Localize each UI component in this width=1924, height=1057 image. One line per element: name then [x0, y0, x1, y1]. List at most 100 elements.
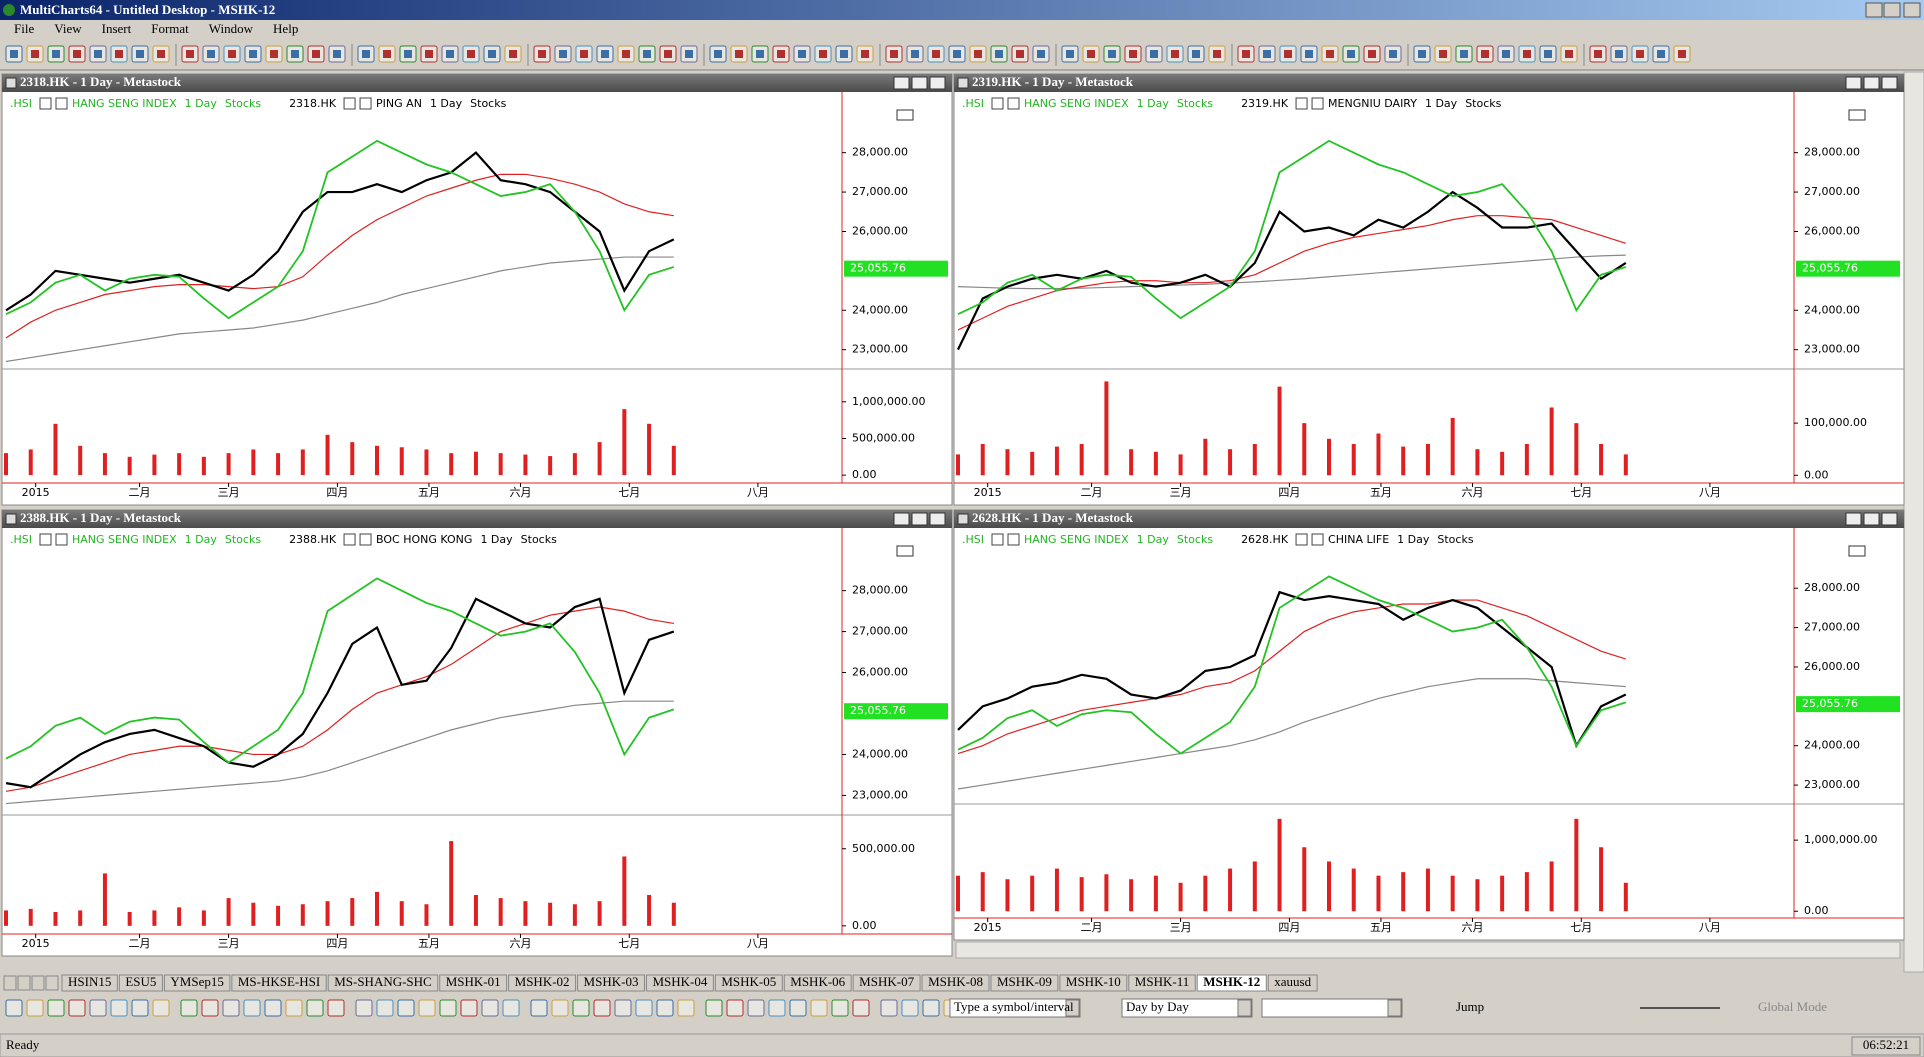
tab[interactable]	[577, 974, 645, 992]
panel-menu-icon[interactable]	[1848, 545, 1866, 557]
tab[interactable]	[61, 974, 118, 992]
tab-label[interactable]: MSHK-01	[446, 974, 501, 989]
tool-button[interactable]	[593, 999, 611, 1017]
legend-button[interactable]	[359, 533, 372, 546]
legend-button[interactable]	[1007, 533, 1020, 546]
legend-button[interactable]	[1295, 97, 1308, 110]
panel-button[interactable]	[911, 76, 928, 90]
tool-button[interactable]	[831, 999, 849, 1017]
tool-button[interactable]	[614, 999, 632, 1017]
jump-button[interactable]: Jump	[1456, 999, 1484, 1014]
panel-button[interactable]	[893, 76, 910, 90]
tool-button[interactable]	[810, 999, 828, 1017]
tool-button[interactable]	[530, 999, 548, 1017]
tool-button[interactable]	[306, 999, 324, 1017]
tool-button[interactable]	[551, 999, 569, 1017]
tool-button[interactable]	[789, 999, 807, 1017]
mode-select-text[interactable]: Day by Day	[1126, 999, 1189, 1014]
panel-button[interactable]	[911, 512, 928, 526]
panel-button[interactable]	[1863, 76, 1880, 90]
legend-button[interactable]	[343, 97, 356, 110]
menu-item[interactable]: Help	[273, 21, 298, 36]
tab[interactable]	[439, 974, 508, 992]
menu-item[interactable]: View	[54, 21, 82, 36]
tab-label[interactable]: MS-SHANG-SHC	[334, 974, 432, 989]
tool-button[interactable]	[152, 999, 170, 1017]
tool-button[interactable]	[481, 999, 499, 1017]
tab[interactable]	[714, 974, 783, 992]
tool-button[interactable]	[439, 999, 457, 1017]
tab-label[interactable]: xauusd	[1274, 974, 1311, 989]
tool-button[interactable]	[726, 999, 744, 1017]
legend-button[interactable]	[55, 533, 68, 546]
panel-button[interactable]	[1845, 512, 1862, 526]
mode-select[interactable]	[1121, 998, 1253, 1018]
dropdown-arrow[interactable]	[1065, 999, 1080, 1017]
tool-button[interactable]	[89, 999, 107, 1017]
tool-button[interactable]	[264, 999, 282, 1017]
panel-button[interactable]	[1845, 76, 1862, 90]
legend-button[interactable]	[991, 533, 1004, 546]
maximize-button[interactable]	[1883, 2, 1901, 18]
tab-label[interactable]: MSHK-09	[997, 974, 1052, 989]
tool-button[interactable]	[222, 999, 240, 1017]
menu-item[interactable]: Window	[209, 21, 254, 36]
tab-nav-button[interactable]	[17, 975, 31, 991]
tool-button[interactable]	[376, 999, 394, 1017]
tab-label[interactable]: MSHK-07	[859, 974, 914, 989]
tool-button[interactable]	[131, 999, 149, 1017]
tab[interactable]	[783, 974, 852, 992]
close-button[interactable]	[1903, 2, 1921, 18]
panel-button[interactable]	[893, 512, 910, 526]
tool-button[interactable]	[922, 999, 940, 1017]
tool-button[interactable]	[26, 999, 44, 1017]
tab-label[interactable]: MSHK-02	[515, 974, 570, 989]
tool-button[interactable]	[5, 999, 23, 1017]
tool-button[interactable]	[110, 999, 128, 1017]
tab[interactable]	[1059, 974, 1128, 992]
symbol-input[interactable]	[949, 998, 1081, 1018]
legend-button[interactable]	[39, 533, 52, 546]
legend-button[interactable]	[1007, 97, 1020, 110]
tool-button[interactable]	[635, 999, 653, 1017]
panel-button[interactable]	[1881, 76, 1898, 90]
tab[interactable]	[1267, 974, 1318, 992]
tab-label[interactable]: MSHK-08	[928, 974, 983, 989]
tab[interactable]	[1196, 974, 1267, 992]
tab-label[interactable]: MSHK-05	[721, 974, 776, 989]
tool-button[interactable]	[68, 999, 86, 1017]
tool-button[interactable]	[901, 999, 919, 1017]
tool-button[interactable]	[502, 999, 520, 1017]
panel-menu-icon[interactable]	[896, 109, 914, 121]
dropdown-arrow[interactable]	[1237, 999, 1252, 1017]
tab[interactable]	[921, 974, 990, 992]
legend-button[interactable]	[55, 97, 68, 110]
legend-button[interactable]	[1311, 533, 1324, 546]
menu-item[interactable]: Insert	[102, 21, 132, 36]
tool-button[interactable]	[705, 999, 723, 1017]
legend-button[interactable]	[343, 533, 356, 546]
tab[interactable]	[118, 974, 163, 992]
legend-button[interactable]	[1311, 97, 1324, 110]
tool-button[interactable]	[768, 999, 786, 1017]
panel-button[interactable]	[929, 76, 946, 90]
tab-nav-button[interactable]	[31, 975, 45, 991]
legend-button[interactable]	[1295, 533, 1308, 546]
tab[interactable]	[645, 974, 714, 992]
tool-button[interactable]	[355, 999, 373, 1017]
tab-label[interactable]: ESU5	[125, 974, 156, 989]
tool-button[interactable]	[880, 999, 898, 1017]
tab[interactable]	[327, 974, 439, 992]
tab-label[interactable]: MSHK-10	[1066, 974, 1121, 989]
tool-button[interactable]	[201, 999, 219, 1017]
legend-button[interactable]	[39, 97, 52, 110]
tool-button[interactable]	[418, 999, 436, 1017]
menu-item[interactable]: Format	[151, 21, 189, 36]
vertical-scrollbar[interactable]	[1903, 71, 1924, 973]
panel-menu-icon[interactable]	[1848, 109, 1866, 121]
tab[interactable]	[852, 974, 921, 992]
minimize-button[interactable]	[1865, 2, 1883, 18]
tab-label[interactable]: MSHK-03	[584, 974, 639, 989]
legend-button[interactable]	[991, 97, 1004, 110]
tool-button[interactable]	[656, 999, 674, 1017]
